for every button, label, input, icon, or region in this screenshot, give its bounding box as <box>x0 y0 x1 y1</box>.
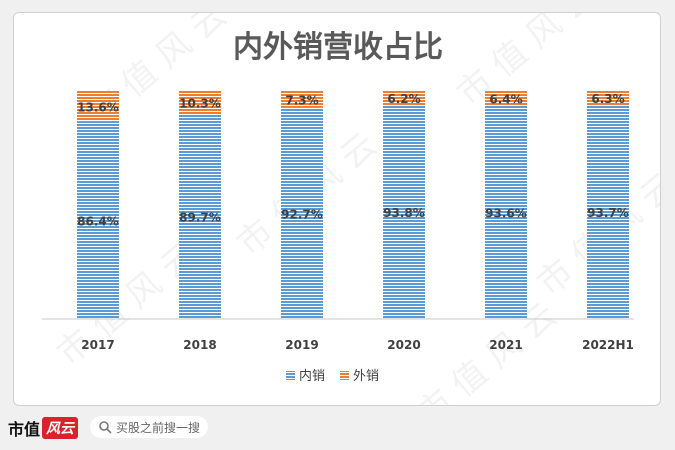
footer-bar: 市值 风云 买股之前搜一搜 <box>0 406 675 450</box>
chart: 市 值 风 云市 值 风 云市 值 风 云市 值 风 云市 值 风 云市 值 风… <box>42 13 660 405</box>
data-label: 10.3% <box>179 97 221 111</box>
x-tick-label: 2018 <box>183 338 216 352</box>
data-label: 6.3% <box>591 92 624 106</box>
x-tick-label: 2020 <box>387 338 420 352</box>
legend: 内销 外销 <box>286 368 379 384</box>
brand-name: 市值 <box>8 420 41 439</box>
watermark: 市 值 风 云市 值 风 云市 值 风 云市 值 风 云市 值 风 云市 值 风… <box>50 13 660 405</box>
x-tick-label: 2017 <box>81 338 114 352</box>
bar-export-2019 <box>281 91 323 108</box>
search-input[interactable]: 买股之前搜一搜 <box>90 416 208 438</box>
data-label: 93.8% <box>383 206 425 220</box>
bar-domestic-2020 <box>383 105 425 319</box>
legend-swatch <box>286 371 295 380</box>
search-icon <box>99 421 112 434</box>
data-label: 93.7% <box>587 206 629 220</box>
search-placeholder: 买股之前搜一搜 <box>116 420 201 435</box>
data-label: 92.7% <box>281 207 323 221</box>
bar-domestic-2022H1 <box>587 105 629 319</box>
data-label: 6.2% <box>387 92 420 106</box>
chart-card: 市 值 风 云市 值 风 云市 值 风 云市 值 风 云市 值 风 云市 值 风… <box>13 12 661 406</box>
x-tick-label: 2019 <box>285 338 318 352</box>
brand-mark: 风云 <box>42 417 79 439</box>
bar-export-2021 <box>485 91 527 106</box>
bar-export-2022H1 <box>587 91 629 106</box>
legend-swatch <box>340 371 349 380</box>
legend-label: 外销 <box>353 369 379 384</box>
bar-domestic-2018 <box>179 114 221 319</box>
x-tick-label: 2021 <box>489 338 522 352</box>
x-tick-label: 2022H1 <box>582 338 634 352</box>
bar-domestic-2017 <box>77 122 119 320</box>
bar-export-2020 <box>383 91 425 106</box>
legend-label: 内销 <box>299 368 325 384</box>
data-label: 86.4% <box>77 215 119 229</box>
bar-export-2017 <box>77 91 119 123</box>
data-label: 13.6% <box>77 101 119 115</box>
bar-domestic-2021 <box>485 105 527 319</box>
brand-logo: 市值 风云 <box>8 416 79 440</box>
data-label: 93.6% <box>485 206 527 220</box>
data-label: 89.7% <box>179 211 221 225</box>
bar-export-2018 <box>179 91 221 115</box>
data-label: 7.3% <box>285 93 318 107</box>
chart-title: 内外销营收占比 <box>233 30 443 65</box>
data-label: 6.4% <box>489 92 522 106</box>
bar-domestic-2019 <box>281 107 323 319</box>
